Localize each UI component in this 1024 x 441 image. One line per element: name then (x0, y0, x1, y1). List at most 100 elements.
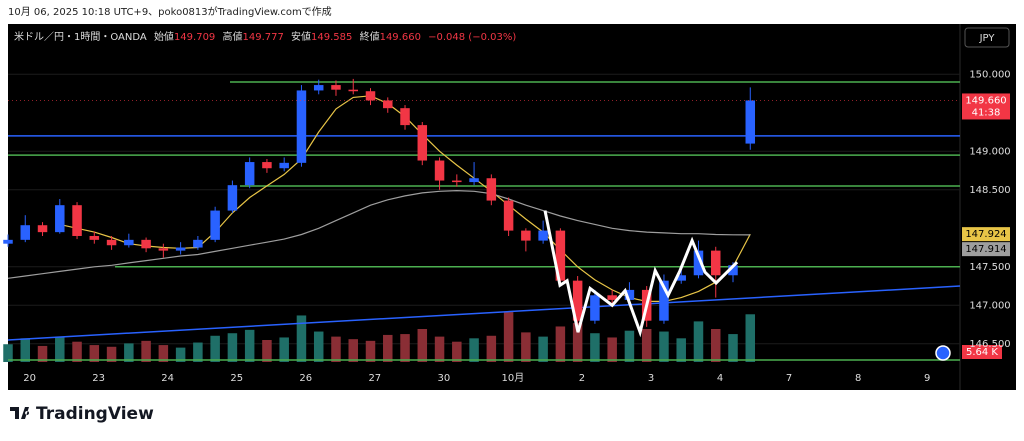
volume-bar (244, 329, 255, 362)
price-label-box (962, 242, 1010, 257)
symbol: 米ドル／円・1時間・OANDA (14, 30, 147, 43)
candle-body (262, 162, 272, 169)
volume-bar (400, 334, 410, 362)
volume-bar (624, 330, 635, 362)
volume-bar (538, 336, 548, 362)
x-tick-label: 23 (92, 373, 105, 384)
volume-bar (572, 323, 583, 362)
candle-body (279, 162, 289, 169)
volume-bar (452, 341, 462, 362)
close-label: 終値 (360, 30, 380, 43)
volume-bar (417, 329, 428, 362)
candle-body (417, 125, 428, 161)
countdown: 41:38 (972, 107, 1001, 118)
candle-body (607, 295, 617, 300)
candle-body (348, 89, 358, 92)
candle-body (365, 91, 376, 101)
candle-body (210, 210, 220, 240)
logo-icon (10, 407, 30, 419)
price-label-box (962, 93, 1010, 120)
high-label: 高値 (222, 30, 242, 43)
flag-icon[interactable] (935, 345, 951, 361)
volume-bar (210, 335, 220, 362)
candle-body (37, 225, 48, 233)
volume-bar (676, 338, 686, 362)
volume-bar (37, 345, 48, 362)
x-tick-label: 2 (579, 373, 585, 384)
candle-body (3, 239, 13, 244)
candle-body (106, 239, 117, 246)
low-label: 安値 (291, 30, 311, 43)
volume-bar (693, 321, 704, 362)
volume-bar (659, 331, 669, 362)
candle-body (555, 230, 566, 281)
candle-body (590, 295, 600, 321)
x-tick-label: 4 (717, 373, 723, 384)
candle-body (659, 280, 669, 321)
volume-bar (590, 333, 600, 362)
volume-bar (434, 336, 445, 362)
volume-bar (383, 334, 393, 362)
candle-body (55, 205, 65, 233)
candle-body (89, 235, 100, 240)
x-tick-label: 24 (161, 373, 174, 384)
volume-label: 5.64 K (966, 347, 998, 358)
candle-body (693, 250, 704, 276)
price-label: 149.660 (965, 95, 1006, 106)
candle-body (400, 108, 410, 126)
volume-bar (728, 334, 738, 362)
candle-body (452, 180, 462, 183)
volume-bar (20, 338, 31, 362)
candle-body (710, 250, 721, 276)
y-tick-label: 147.000 (969, 300, 1010, 311)
candle-body (503, 200, 514, 231)
low: 149.585 (311, 32, 352, 43)
volume-bar (486, 335, 497, 362)
volume-bar (365, 340, 376, 362)
candle-body (175, 247, 186, 251)
candle-body (313, 85, 324, 91)
volume-bar (469, 338, 479, 362)
open-label: 始値 (154, 30, 174, 43)
legend: 米ドル／円・1時間・OANDA 始値149.709 高値149.777 安値14… (14, 30, 516, 43)
volume-bar (158, 345, 169, 362)
x-tick-label: 10月 (502, 372, 525, 384)
x-tick-label: 9 (924, 373, 930, 384)
currency[interactable]: JPY (979, 33, 996, 44)
close: 149.660 (380, 32, 421, 43)
volume-bar (279, 337, 289, 362)
volume-bar (262, 340, 272, 362)
plot: 20 23 24 25 26 27 30 10月 2 3 4 7 8 9 (3, 73, 961, 384)
candle-body (141, 239, 151, 249)
candle-body (72, 205, 82, 236)
currency-box[interactable] (964, 27, 1010, 48)
candle-body (538, 230, 548, 241)
candle-body (193, 239, 203, 248)
x-tick-label: 7 (786, 373, 792, 384)
candle-body (624, 289, 635, 300)
y-tick-label: 147.500 (969, 262, 1010, 273)
y-tick-label: 146.500 (969, 339, 1010, 350)
change: −0.048 (−0.03%) (428, 32, 516, 43)
candle-body (486, 178, 497, 201)
candle-body (745, 100, 756, 144)
volume-bar (555, 326, 566, 362)
candle-body (124, 239, 134, 246)
caption: 10月 06, 2025 10:18 UTC+9、poko0813がTradin… (8, 5, 332, 18)
candle-body (434, 160, 445, 181)
candle-body (296, 90, 307, 163)
volume-bar (607, 337, 617, 362)
candle-body (331, 85, 341, 90)
volume-bar (710, 329, 721, 362)
open: 149.709 (174, 32, 215, 43)
volume-bar (745, 314, 756, 362)
volume-bar (193, 342, 203, 362)
candle-body (728, 265, 738, 276)
volume-bar (503, 312, 514, 362)
volume-bar (331, 336, 341, 362)
logo: TradingView (10, 404, 154, 424)
moving-average (7, 189, 751, 279)
x-tick-label: 30 (437, 373, 450, 384)
x-tick-label: 27 (368, 373, 381, 384)
